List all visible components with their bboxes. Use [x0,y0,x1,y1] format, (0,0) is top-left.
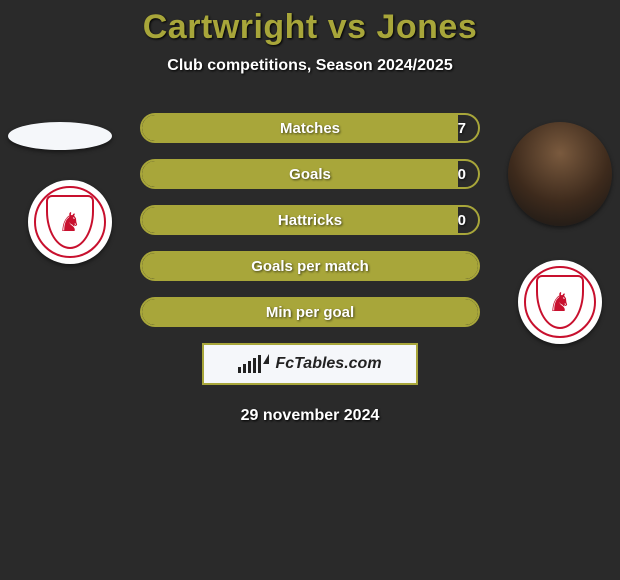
stat-label: Hattricks [142,207,478,233]
page-title: Cartwright vs Jones [0,0,620,47]
stat-label: Goals [142,161,478,187]
stat-label: Matches [142,115,478,141]
footer-date: 29 november 2024 [0,407,620,425]
logo-box: FcTables.com [202,343,418,385]
lion-icon: ♞ [58,209,81,235]
bar-chart-icon [238,355,261,373]
stat-label: Min per goal [142,299,478,325]
stat-row-matches: Matches 7 [140,113,480,143]
stats-block: Matches 7 Goals 0 Hattricks 0 Goals per … [140,113,480,327]
club-crest-right: ♞ [518,260,602,344]
player-right-avatar [508,122,612,226]
stat-row-min-per-goal: Min per goal [140,297,480,327]
stat-value-right: 7 [458,115,466,141]
lion-icon: ♞ [548,289,571,315]
stat-value-right: 0 [458,161,466,187]
subtitle: Club competitions, Season 2024/2025 [0,57,620,75]
arrow-up-icon [263,354,269,364]
stat-label: Goals per match [142,253,478,279]
player-left-avatar [8,122,112,150]
stat-value-right: 0 [458,207,466,233]
stat-row-goals: Goals 0 [140,159,480,189]
logo-text: FcTables.com [275,355,381,373]
club-crest-left: ♞ [28,180,112,264]
stat-row-hattricks: Hattricks 0 [140,205,480,235]
stat-row-goals-per-match: Goals per match [140,251,480,281]
